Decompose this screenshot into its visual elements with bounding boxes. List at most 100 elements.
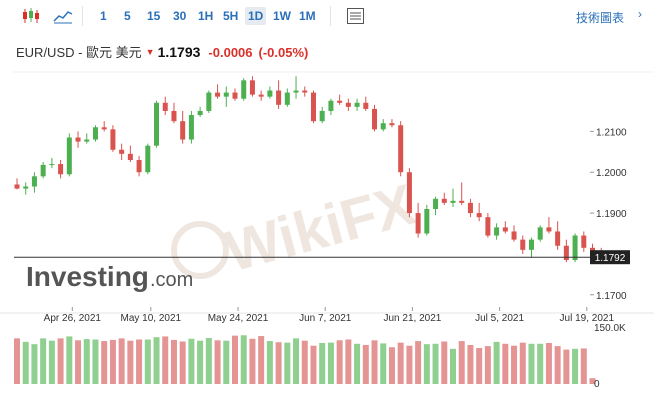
candle-body (267, 90, 273, 97)
candle-body (310, 92, 316, 122)
candle-body (520, 239, 526, 250)
technical-chart-link[interactable]: 技術圖表 (575, 11, 624, 25)
volume-bar (266, 341, 273, 384)
candle-body (337, 100, 343, 103)
candle-body (75, 137, 81, 142)
area-chart-icon[interactable] (52, 6, 74, 26)
volume-bar (170, 339, 177, 384)
candle-body (31, 176, 37, 187)
timeframe-1m[interactable]: 1M (299, 9, 316, 23)
timeframe-1d[interactable]: 1D (245, 7, 267, 25)
candle-body (215, 92, 221, 97)
chart-toolbar: 1 5 15 30 1H 5H 1D 1W 1M 技術圖表 › (0, 0, 654, 34)
y-tick-label: 1.2000 (596, 168, 627, 179)
candle-body (258, 94, 264, 97)
volume-bar (388, 347, 395, 384)
x-tick-label: Jul 19, 2021 (560, 313, 615, 324)
toolbar-divider (330, 6, 331, 26)
timeframe-1min[interactable]: 1 (100, 9, 107, 23)
volume-bar (66, 336, 73, 384)
volume-bar (423, 344, 430, 384)
candle-body (171, 110, 177, 122)
candle-body (110, 129, 116, 150)
candle-body (241, 80, 247, 99)
candle-body (572, 235, 578, 261)
candle-body (485, 217, 491, 236)
watermark: WikiFX (171, 172, 422, 285)
candle-body (389, 123, 395, 126)
x-tick-label: Jun 7, 2021 (299, 313, 352, 324)
volume-bar (310, 345, 317, 384)
timeframe-1h[interactable]: 1H (198, 9, 214, 23)
volume-bar (179, 341, 186, 384)
volume-bar (258, 336, 265, 384)
volume-zero-label: 0 (594, 379, 600, 390)
timeframe-5h[interactable]: 5H (223, 9, 239, 23)
x-tick-label: Jun 21, 2021 (383, 313, 441, 324)
svg-text:.com: .com (150, 269, 193, 291)
candle-body (293, 90, 299, 93)
candle-body (188, 115, 194, 140)
candle-body (450, 200, 456, 203)
volume-bar (476, 348, 483, 384)
price-change-percent: (-0.05%) (258, 45, 309, 60)
volume-bar (275, 342, 282, 384)
volume-bar (319, 343, 326, 384)
volume-bar (92, 339, 99, 384)
volume-bar (327, 342, 334, 384)
toolbar-divider (82, 6, 83, 26)
volume-bar (397, 342, 404, 384)
volume-bar (484, 346, 491, 384)
chevron-right-icon[interactable]: › (638, 7, 642, 21)
volume-bar (144, 339, 151, 384)
volume-bar (432, 343, 439, 384)
volume-bar (223, 340, 230, 384)
candle-body (66, 137, 72, 175)
volume-bar (502, 343, 509, 384)
candle-body (84, 139, 90, 142)
y-tick-label: 1.2100 (596, 127, 627, 138)
candle-body (467, 202, 473, 214)
candle-body (92, 127, 98, 140)
volume-bar (22, 341, 29, 384)
candle-body (302, 90, 308, 93)
candle-body (223, 92, 229, 97)
candle-body (406, 172, 412, 214)
volume-bar (240, 335, 247, 384)
volume-bar (205, 337, 212, 384)
candlestick-chart-icon[interactable] (20, 6, 42, 26)
y-tick-label: 1.1900 (596, 209, 627, 220)
timeframe-5min[interactable]: 5 (124, 9, 131, 23)
volume-bar (136, 339, 143, 384)
svg-text:WikiFX: WikiFX (219, 172, 422, 285)
volume-bar (580, 348, 587, 384)
volume-bar (153, 337, 160, 384)
candle-body (415, 213, 421, 234)
candle-body (345, 102, 351, 107)
volume-bar (511, 345, 518, 384)
candle-body (162, 102, 168, 111)
candle-body (197, 110, 203, 116)
quote-header: EUR/USD - 歐元 美元 ▼ 1.1793 -0.0006 (-0.05%) (16, 42, 308, 60)
candle-body (154, 102, 160, 146)
volume-bar (48, 340, 55, 384)
volume-bar (109, 339, 116, 384)
y-tick-label: 1.1700 (596, 291, 627, 302)
timeframe-30min[interactable]: 30 (173, 9, 187, 23)
volume-bar (57, 338, 64, 384)
volume-bar (232, 335, 238, 384)
candle-body (502, 227, 508, 232)
volume-bar (83, 339, 90, 384)
candle-body (398, 125, 404, 173)
candle-body (590, 247, 596, 252)
volume-bar (467, 344, 474, 384)
volume-bar (75, 340, 82, 384)
volume-bar (336, 340, 343, 384)
volume-bar (214, 340, 221, 384)
volume-bar (362, 344, 369, 384)
x-tick-label: May 10, 2021 (120, 313, 181, 324)
table-view-icon[interactable] (345, 6, 367, 26)
timeframe-15min[interactable]: 15 (147, 9, 161, 23)
timeframe-1w[interactable]: 1W (273, 9, 291, 23)
